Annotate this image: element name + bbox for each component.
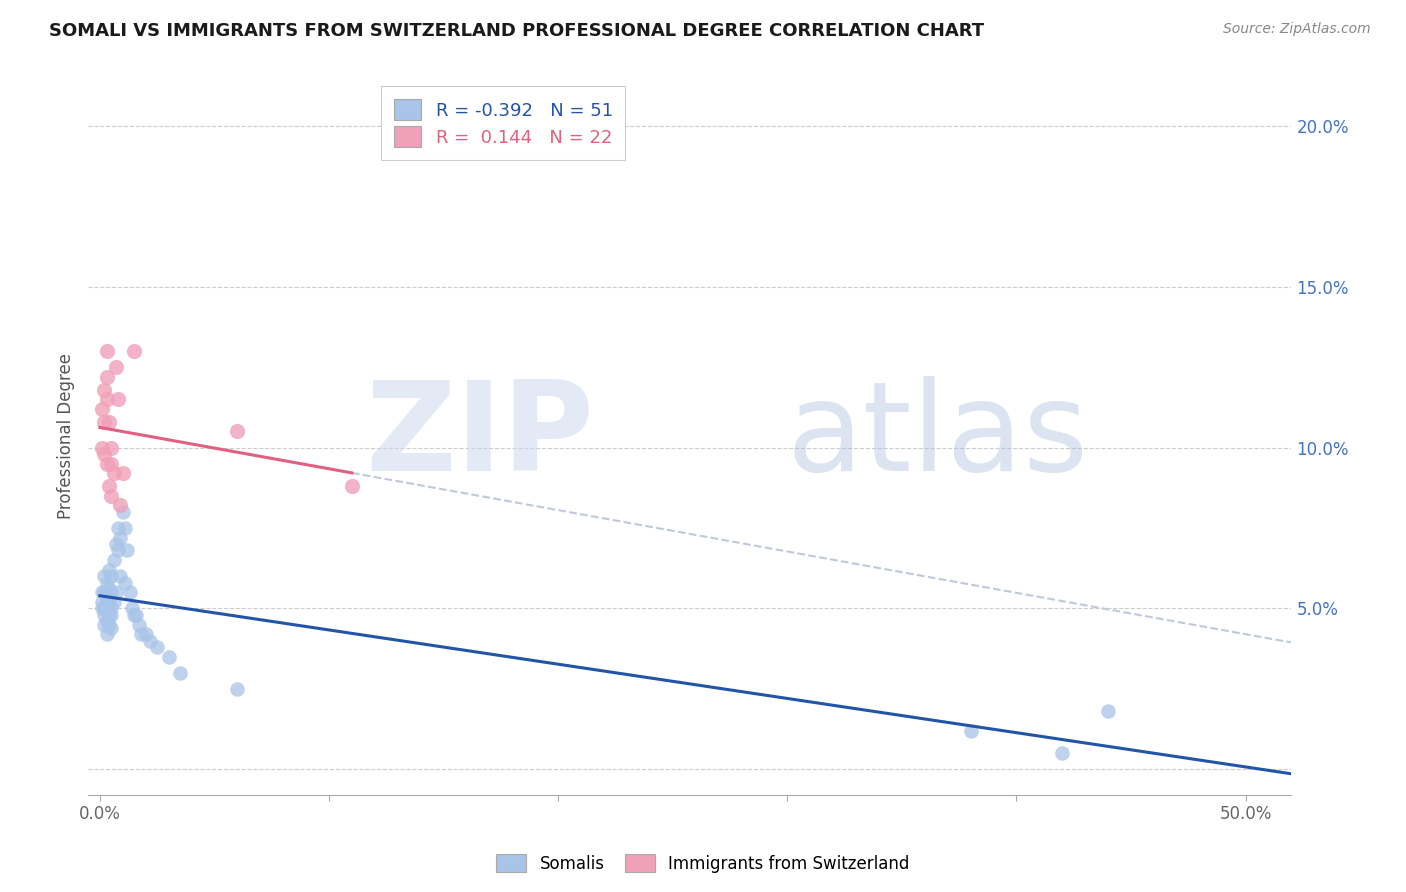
Point (100, 441, 122, 455)
Point (91, 441, 114, 455)
Text: atlas: atlas (786, 376, 1088, 497)
Point (98, 607, 121, 622)
Point (340, 479, 363, 493)
Point (104, 360, 127, 375)
Point (129, 627, 152, 641)
Point (103, 595, 125, 609)
Point (98, 563, 121, 577)
Point (114, 521, 136, 535)
Point (104, 537, 127, 551)
Point (96, 343, 118, 358)
Point (122, 343, 145, 358)
Point (93, 569, 115, 583)
Legend: Somalis, Immigrants from Switzerland: Somalis, Immigrants from Switzerland (489, 847, 917, 880)
Point (107, 521, 129, 535)
Point (104, 585, 127, 599)
Point (98, 479, 121, 493)
Point (96, 575, 118, 590)
Point (98, 582, 121, 596)
Point (139, 633, 162, 648)
Legend: R = -0.392   N = 51, R =  0.144   N = 22: R = -0.392 N = 51, R = 0.144 N = 22 (381, 87, 626, 160)
Point (96, 627, 118, 641)
Point (122, 607, 145, 622)
Point (111, 505, 134, 519)
Point (157, 649, 180, 664)
Point (96, 591, 118, 606)
Point (110, 531, 132, 545)
Point (100, 489, 122, 503)
Point (114, 575, 136, 590)
Point (96, 601, 118, 615)
Point (98, 617, 121, 632)
Point (91, 401, 114, 416)
Point (107, 543, 129, 558)
Point (110, 569, 132, 583)
Point (125, 607, 148, 622)
Point (103, 467, 125, 481)
Point (169, 665, 191, 680)
Point (226, 425, 249, 439)
Point (103, 553, 125, 567)
Point (110, 499, 132, 513)
Point (96, 392, 118, 407)
Text: ZIP: ZIP (366, 376, 593, 497)
Point (93, 607, 115, 622)
Point (93, 617, 115, 632)
Point (1052, 746, 1074, 760)
Point (98, 415, 121, 429)
Point (93, 383, 115, 397)
Text: SOMALI VS IMMIGRANTS FROM SWITZERLAND PROFESSIONAL DEGREE CORRELATION CHART: SOMALI VS IMMIGRANTS FROM SWITZERLAND PR… (49, 22, 984, 40)
Point (111, 467, 134, 481)
Point (100, 569, 122, 583)
Point (959, 723, 981, 738)
Point (91, 595, 114, 609)
Text: Source: ZipAtlas.com: Source: ZipAtlas.com (1223, 22, 1371, 37)
Point (96, 585, 118, 599)
Point (93, 415, 115, 429)
Point (96, 369, 118, 384)
Point (93, 447, 115, 461)
Point (91, 601, 114, 615)
Point (135, 627, 157, 641)
Point (117, 543, 139, 558)
Point (100, 607, 122, 622)
Point (146, 640, 169, 654)
Point (96, 615, 118, 629)
Point (118, 585, 141, 599)
Point (100, 601, 122, 615)
Point (100, 585, 122, 599)
Point (226, 681, 249, 696)
Y-axis label: Professional Degree: Professional Degree (58, 353, 75, 519)
Point (1097, 705, 1119, 719)
Point (91, 585, 114, 599)
Point (93, 585, 115, 599)
Point (121, 601, 143, 615)
Point (100, 621, 122, 635)
Point (100, 457, 122, 471)
Point (96, 457, 118, 471)
Point (107, 392, 129, 407)
Point (93, 601, 115, 615)
Point (128, 617, 150, 632)
Point (98, 595, 121, 609)
